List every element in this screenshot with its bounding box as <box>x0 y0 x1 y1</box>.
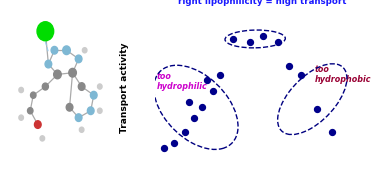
Point <box>161 147 167 150</box>
Circle shape <box>51 46 58 54</box>
Point <box>313 107 319 110</box>
Circle shape <box>79 127 84 132</box>
Point <box>285 65 291 68</box>
Circle shape <box>34 121 41 128</box>
Circle shape <box>82 48 87 53</box>
Point <box>204 78 210 81</box>
Circle shape <box>66 103 73 111</box>
Point <box>182 130 188 133</box>
Circle shape <box>98 84 102 89</box>
Point <box>275 40 281 43</box>
Point <box>260 35 266 38</box>
Circle shape <box>87 107 94 114</box>
Circle shape <box>31 92 36 98</box>
Circle shape <box>90 91 97 99</box>
Point <box>229 37 235 40</box>
Circle shape <box>75 55 82 63</box>
Circle shape <box>54 70 61 79</box>
Point <box>299 73 305 76</box>
Point <box>186 100 192 103</box>
Circle shape <box>98 108 102 113</box>
Circle shape <box>78 83 85 90</box>
Point <box>191 117 197 120</box>
Circle shape <box>19 87 23 93</box>
Point <box>210 89 216 92</box>
Circle shape <box>28 108 33 114</box>
Circle shape <box>63 46 70 55</box>
Circle shape <box>75 114 82 122</box>
Circle shape <box>45 60 52 68</box>
Circle shape <box>40 136 45 141</box>
Text: too
hydrophobic: too hydrophobic <box>314 65 371 84</box>
Point <box>328 130 335 133</box>
Point <box>199 106 205 109</box>
Text: Transport activity: Transport activity <box>120 43 129 133</box>
Text: right lipophilicity = high transport: right lipophilicity = high transport <box>178 0 347 6</box>
Circle shape <box>19 115 23 120</box>
Circle shape <box>37 22 54 41</box>
Point <box>247 40 253 43</box>
Point <box>171 141 177 144</box>
Circle shape <box>69 68 76 77</box>
Text: too
hydrophilic: too hydrophilic <box>157 72 208 91</box>
Circle shape <box>42 83 48 90</box>
Point <box>217 73 223 76</box>
